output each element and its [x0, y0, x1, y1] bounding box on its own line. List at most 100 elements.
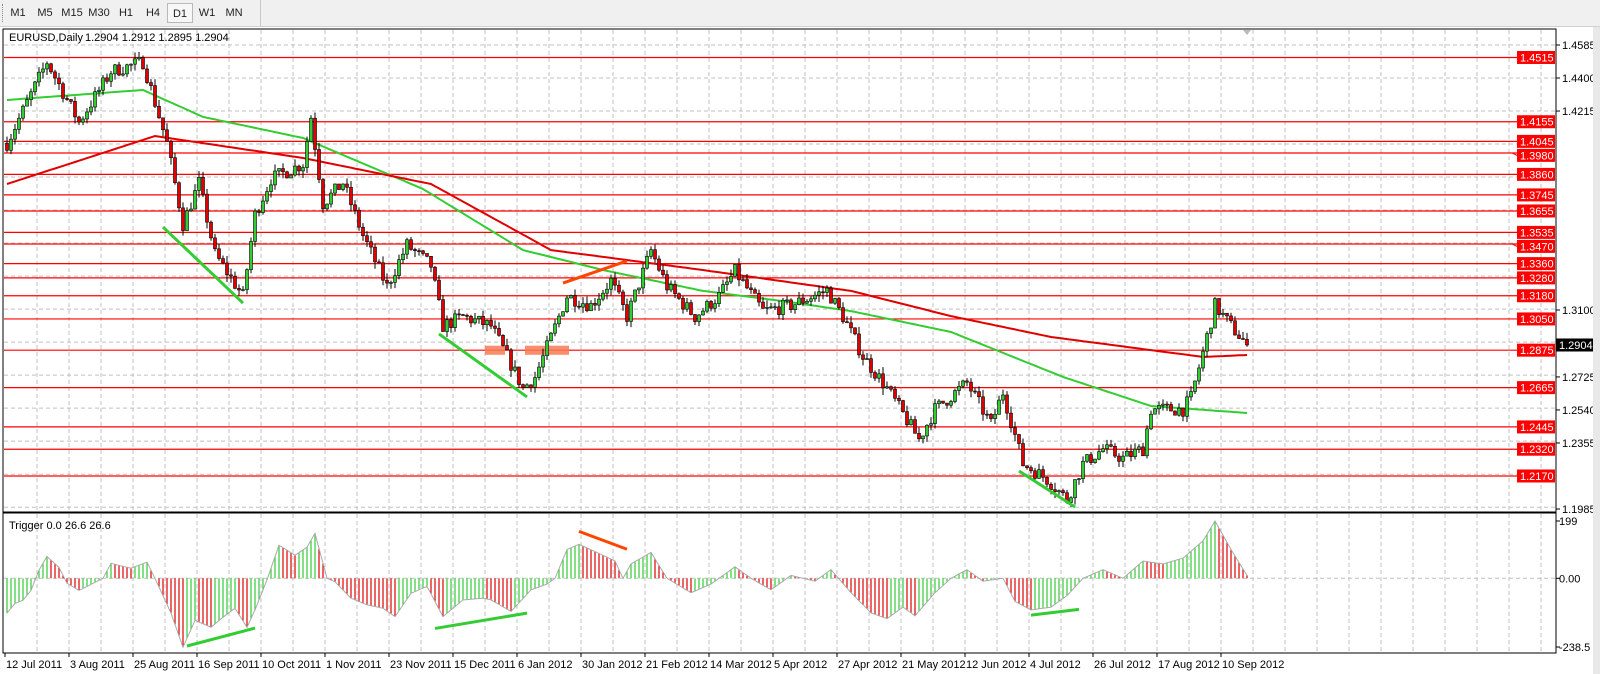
trendline-green[interactable]: [161, 225, 245, 305]
level-price-tag: [1517, 239, 1555, 253]
trendline-green[interactable]: [1018, 469, 1076, 509]
timeframe-mn[interactable]: MN: [225, 7, 243, 19]
candle-bearish: [1225, 312, 1229, 317]
candle-bearish: [77, 116, 81, 123]
level-price-tag: [1517, 188, 1555, 202]
candle-bearish: [1013, 427, 1017, 435]
candle-bullish: [645, 256, 649, 269]
trendline-red[interactable]: [562, 259, 628, 285]
candle-bullish: [1161, 403, 1165, 406]
candle-bullish: [685, 302, 689, 310]
candle-bearish: [985, 413, 989, 416]
candle-bearish: [1021, 443, 1025, 467]
candle-bullish: [113, 64, 117, 75]
candle-bullish: [601, 292, 605, 300]
candle-bearish: [873, 372, 877, 379]
candle-bearish: [221, 258, 225, 264]
candle-bullish: [197, 177, 201, 191]
candle-bearish: [665, 274, 669, 291]
timeframe-h4[interactable]: H4: [145, 7, 161, 19]
price-chart[interactable]: 1.4585 1.4400 1.4215 1.3100 1.2725 1.2540 1.23…: [0, 27, 1600, 674]
current-price-label: 1.2904: [1559, 340, 1593, 352]
zone-rectangle[interactable]: [485, 345, 505, 355]
timeframe-m5[interactable]: M5: [37, 7, 53, 19]
candle-bearish: [777, 306, 781, 315]
candle-bearish: [1005, 394, 1009, 414]
candle-bullish: [21, 105, 25, 119]
candle-bullish: [997, 399, 1001, 415]
candle-bullish: [389, 282, 393, 284]
time-axis-label: 10 Oct 2011: [262, 659, 321, 671]
time-axis-label: 10 Sep 2012: [1222, 659, 1284, 671]
timeframe-h1[interactable]: H1: [118, 7, 134, 19]
candle-bearish: [361, 226, 365, 236]
candle-bearish: [469, 316, 473, 324]
zone-rectangle[interactable]: [549, 345, 569, 355]
candle-bearish: [1181, 407, 1185, 417]
candle-bullish: [1073, 479, 1077, 499]
candle-bearish: [757, 293, 761, 303]
candle-bearish: [829, 287, 833, 304]
candle-bullish: [293, 165, 297, 176]
candle-bullish: [865, 358, 869, 360]
candle-bearish: [801, 297, 805, 304]
candle-bullish: [453, 313, 457, 328]
chart-shift-marker[interactable]: [1243, 30, 1251, 35]
candle-bullish: [249, 241, 253, 270]
candle-bullish: [333, 183, 337, 194]
candle-bullish: [405, 239, 409, 255]
candle-bearish: [681, 298, 685, 310]
level-price-label: 1.2665: [1520, 383, 1554, 395]
candle-bearish: [1109, 444, 1113, 447]
level-price-label: 1.3180: [1520, 291, 1554, 303]
candle-bearish: [737, 264, 741, 281]
zone-rectangle[interactable]: [525, 345, 545, 355]
level-price-tag: [1517, 442, 1555, 456]
candle-bullish: [97, 89, 101, 92]
candle-bearish: [297, 165, 301, 172]
candle-bearish: [673, 284, 677, 294]
indicator-trendline-green[interactable]: [434, 611, 528, 630]
candle-bullish: [669, 284, 673, 291]
candle-bullish: [1205, 333, 1209, 352]
candle-bullish: [925, 424, 929, 437]
time-axis-label: 12 Jun 2012: [966, 659, 1027, 671]
candle-bullish: [393, 275, 397, 283]
timeframe-m1[interactable]: M1: [10, 7, 26, 19]
candle-bullish: [605, 288, 609, 294]
timeframe-w1[interactable]: W1: [198, 7, 216, 19]
candle-bullish: [537, 366, 541, 378]
candle-bearish: [441, 299, 445, 332]
level-price-tag: [1517, 271, 1555, 285]
candle-bearish: [841, 307, 845, 323]
candle-bearish: [529, 384, 533, 388]
candle-bullish: [261, 200, 265, 213]
candle-bullish: [705, 301, 709, 312]
toolbar-grip[interactable]: [2, 4, 5, 22]
candle-bullish: [785, 299, 789, 302]
right-scrollbar[interactable]: [1593, 27, 1600, 674]
indicator-trendline-green[interactable]: [1030, 607, 1080, 617]
candle-bearish: [421, 250, 425, 254]
timeframe-m30[interactable]: M30: [88, 7, 110, 19]
candle-bearish: [145, 68, 149, 83]
level-price-tag: [1517, 381, 1555, 395]
candle-bullish: [1137, 446, 1141, 450]
candle-bullish: [937, 400, 941, 404]
candle-bullish: [697, 314, 701, 322]
candle-bearish: [345, 183, 349, 188]
timeframe-d1[interactable]: D1: [167, 3, 193, 23]
candle-bullish: [121, 73, 125, 76]
candle-bullish: [485, 320, 489, 326]
time-axis-label: 17 Aug 2012: [1158, 659, 1220, 671]
candle-bullish: [305, 141, 309, 168]
indicator-trendline-red[interactable]: [578, 529, 628, 551]
chart-window[interactable]: 1.4585 1.4400 1.4215 1.3100 1.2725 1.2540 1.23…: [0, 27, 1600, 674]
candle-bearish: [853, 327, 857, 335]
candle-bullish: [741, 279, 745, 281]
candle-bullish: [1101, 448, 1105, 453]
trendline-green[interactable]: [438, 332, 528, 399]
timeframe-m15[interactable]: M15: [61, 7, 83, 19]
candle-bullish: [1201, 350, 1205, 369]
indicator-trendline-green[interactable]: [186, 626, 256, 648]
